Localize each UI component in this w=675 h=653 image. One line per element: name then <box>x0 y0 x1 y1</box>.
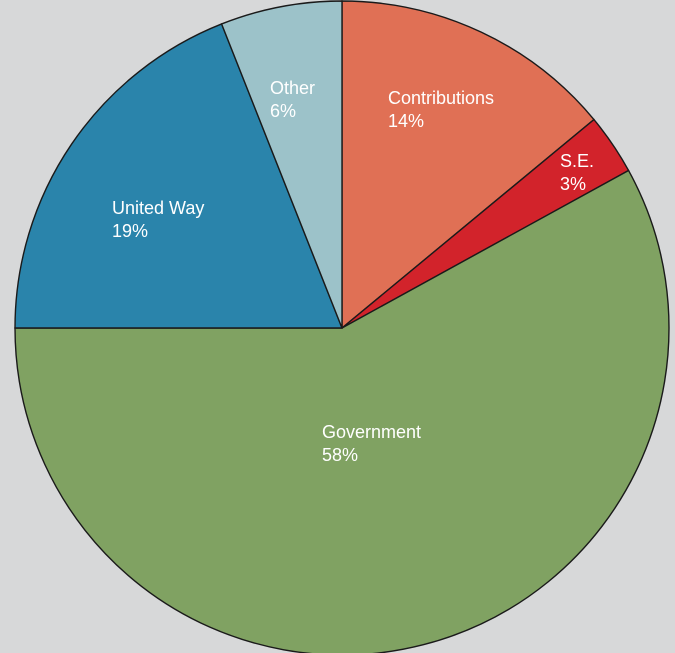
pie-labels: Contributions 14% S.E. 3% Government 58% Unite… <box>112 78 594 465</box>
slice-value-s-e: 3% <box>560 174 586 194</box>
pie-slice-government <box>14 169 670 653</box>
slice-label-united-way: United Way <box>112 198 204 218</box>
pie-slices <box>14 0 670 653</box>
slice-label-other: Other <box>270 78 315 98</box>
slice-label-s-e: S.E. <box>560 151 594 171</box>
slice-value-other: 6% <box>270 101 296 121</box>
slice-value-united-way: 19% <box>112 221 148 241</box>
slice-label-contributions: Contributions <box>388 88 494 108</box>
pie-slice-united-way <box>14 23 344 329</box>
pie-slice-other <box>220 0 343 329</box>
pie-slice-contributions <box>341 0 595 330</box>
slice-value-contributions: 14% <box>388 111 424 131</box>
slice-value-government: 58% <box>322 445 358 465</box>
slice-label-government: Government <box>322 422 421 442</box>
